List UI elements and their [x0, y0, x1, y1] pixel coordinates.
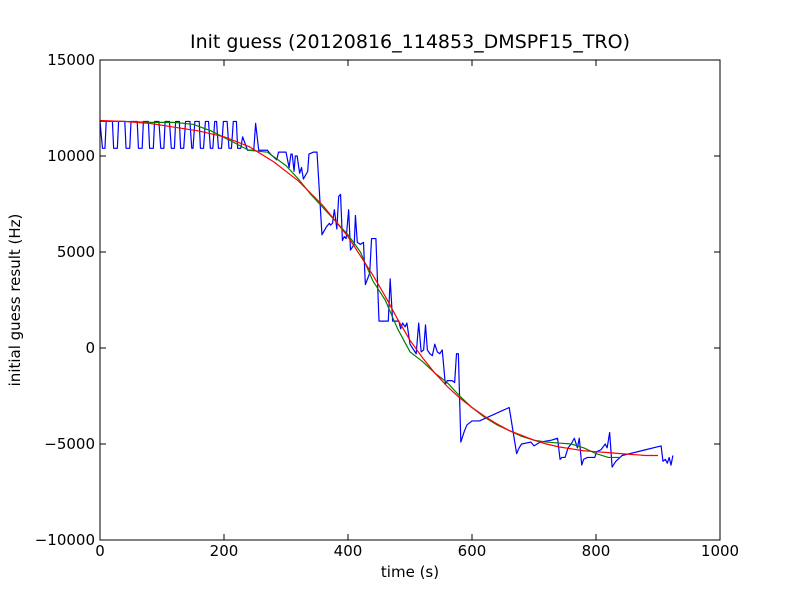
x-tick-label: 0 [95, 542, 105, 560]
y-tick-label: 10000 [47, 147, 95, 165]
x-tick-label: 1000 [701, 542, 739, 560]
x-tick-label: 400 [334, 542, 363, 560]
plot-area-background [100, 60, 720, 540]
x-tick-label: 200 [210, 542, 239, 560]
series-line-2 [100, 120, 621, 459]
series-layer [99, 119, 674, 468]
chart-title: Init guess (20120816_114853_DMSPF15_TRO) [190, 31, 630, 53]
y-tick-label: 0 [85, 339, 95, 357]
tick-layer: 0 200 400 600 800 1000 −10000 −5000 0 5000 10000 15… [35, 51, 739, 560]
series-line-3 [99, 119, 658, 457]
y-tick-label: 15000 [47, 51, 95, 69]
series-line-1 [99, 120, 674, 468]
y-tick-label: −5000 [44, 435, 95, 453]
plot-frame [99, 59, 721, 541]
x-tick-label: 600 [458, 542, 487, 560]
x-tick-label: 800 [582, 542, 611, 560]
x-axis-label: time (s) [381, 563, 439, 581]
y-axis-label: initial guess result (Hz) [6, 214, 24, 387]
y-tick-label: −10000 [35, 531, 95, 549]
y-tick-label: 5000 [57, 243, 95, 261]
